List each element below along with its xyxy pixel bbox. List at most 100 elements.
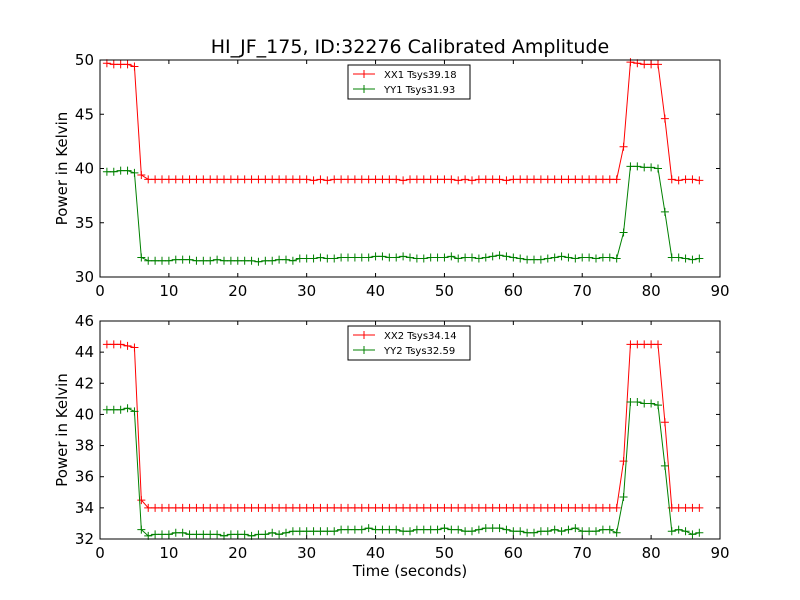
data-point — [419, 175, 428, 184]
data-point — [323, 176, 332, 185]
data-point — [199, 530, 208, 539]
data-point — [109, 340, 118, 349]
data-point — [585, 175, 594, 184]
x-tick-label: 70 — [573, 282, 592, 300]
data-point — [233, 256, 242, 265]
data-point — [550, 503, 559, 512]
data-point — [557, 175, 566, 184]
y-tick-label: 40 — [75, 160, 94, 178]
data-point — [412, 254, 421, 263]
data-point — [233, 175, 242, 184]
data-point — [323, 254, 332, 263]
series-xx1 — [102, 58, 704, 185]
data-point — [433, 525, 442, 534]
data-point — [178, 528, 187, 537]
data-point — [523, 175, 532, 184]
data-point — [399, 252, 408, 261]
data-point — [282, 528, 290, 537]
data-point — [247, 503, 256, 512]
data-point — [681, 175, 690, 184]
data-point — [605, 253, 614, 262]
data-point — [612, 175, 621, 184]
data-point — [674, 176, 683, 185]
data-point — [640, 60, 649, 69]
data-point — [392, 525, 401, 534]
data-point — [323, 503, 332, 512]
data-point — [509, 175, 518, 184]
data-point — [633, 162, 642, 171]
data-point — [330, 175, 339, 184]
data-point — [695, 528, 704, 537]
data-point — [447, 503, 456, 512]
data-point — [137, 253, 146, 262]
data-point — [474, 525, 483, 534]
data-point — [130, 168, 139, 177]
legend-marker — [360, 346, 368, 354]
data-point — [667, 527, 676, 536]
data-point — [206, 530, 215, 539]
data-point — [488, 503, 497, 512]
data-point — [571, 524, 580, 533]
data-point — [254, 175, 263, 184]
data-point — [288, 175, 297, 184]
data-point — [495, 503, 504, 512]
y-tick-label: 32 — [75, 530, 94, 548]
data-point — [330, 503, 339, 512]
data-point — [226, 175, 235, 184]
data-point — [509, 503, 518, 512]
data-point — [406, 527, 414, 536]
data-point — [151, 503, 160, 512]
data-point — [688, 175, 697, 184]
data-point — [254, 503, 263, 512]
data-point — [192, 175, 201, 184]
data-point — [199, 503, 208, 512]
data-point — [447, 175, 456, 184]
data-point — [385, 253, 394, 262]
data-point — [530, 175, 538, 184]
data-point — [488, 175, 497, 184]
legend-marker — [360, 85, 368, 93]
data-point — [598, 525, 607, 534]
data-point — [185, 255, 194, 264]
data-point — [185, 503, 194, 512]
data-point — [316, 253, 325, 262]
data-point — [585, 253, 594, 262]
data-point — [578, 527, 587, 536]
y-tick-label: 30 — [75, 268, 94, 286]
series-xx2 — [102, 340, 704, 512]
data-point — [681, 254, 690, 263]
data-point — [392, 253, 401, 262]
data-point — [523, 255, 532, 264]
data-point — [151, 175, 160, 184]
data-point — [626, 162, 635, 171]
data-point — [226, 503, 235, 512]
data-point — [102, 340, 111, 349]
y-tick-label: 42 — [75, 374, 94, 392]
data-point — [474, 503, 483, 512]
data-point — [164, 175, 173, 184]
data-point — [378, 525, 387, 534]
data-point — [275, 530, 284, 539]
data-point — [178, 503, 187, 512]
data-point — [660, 461, 669, 470]
data-point — [654, 60, 662, 69]
data-point — [592, 503, 600, 512]
legend-box — [347, 64, 471, 100]
data-point — [454, 176, 463, 185]
y-tick-label: 38 — [75, 437, 94, 455]
data-point — [461, 503, 470, 512]
x-tick-label: 20 — [228, 282, 247, 300]
data-point — [144, 503, 153, 512]
data-point — [543, 175, 552, 184]
data-point — [660, 207, 669, 216]
data-point — [102, 59, 111, 68]
data-point — [316, 527, 325, 536]
data-point — [598, 503, 607, 512]
data-point — [550, 175, 559, 184]
data-point — [454, 525, 463, 534]
data-point — [392, 175, 401, 184]
data-point — [557, 252, 566, 261]
data-point — [261, 503, 270, 512]
data-point — [171, 175, 180, 184]
data-point — [158, 503, 166, 512]
